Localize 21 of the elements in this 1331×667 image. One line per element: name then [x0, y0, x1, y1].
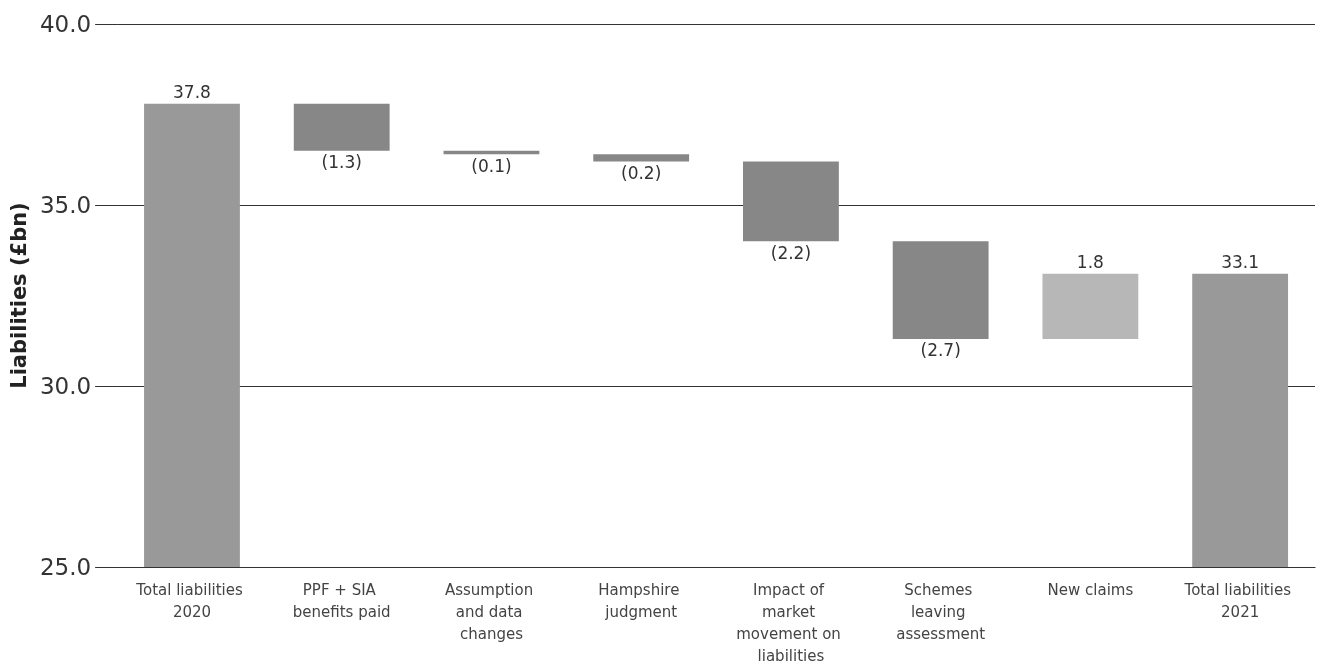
x-tick-label: PPF + SIA benefits paid: [292, 581, 391, 621]
x-tick-label: Total liabilities 2021: [1183, 581, 1296, 621]
data-label: 33.1: [1221, 252, 1260, 273]
y-tick-label: 35.0: [39, 192, 92, 218]
x-tick-label: Hampshire judgment: [598, 581, 685, 621]
x-tick-label: Schemes leaving assessment: [896, 581, 986, 643]
x-tick-label: Assumption and data changes: [444, 581, 538, 643]
x-tick-label: Impact of market movement on liabilities: [736, 581, 846, 665]
y-tick-label: 30.0: [39, 373, 92, 399]
data-label: (1.3): [321, 152, 362, 173]
data-label: (0.2): [621, 163, 662, 184]
data-label: (2.2): [770, 242, 812, 263]
y-axis-title: Liabilities (£bn): [6, 202, 31, 389]
y-tick-label: 40.0: [39, 11, 92, 37]
data-label: 37.8: [173, 82, 211, 103]
data-label: (0.1): [471, 155, 512, 176]
data-label: (2.7): [920, 340, 961, 361]
x-tick-label: New claims: [1047, 581, 1134, 599]
data-label: 1.8: [1076, 252, 1104, 273]
y-tick-label: 25.0: [39, 554, 92, 580]
x-tick-label: Total liabilities 2020: [135, 581, 248, 621]
